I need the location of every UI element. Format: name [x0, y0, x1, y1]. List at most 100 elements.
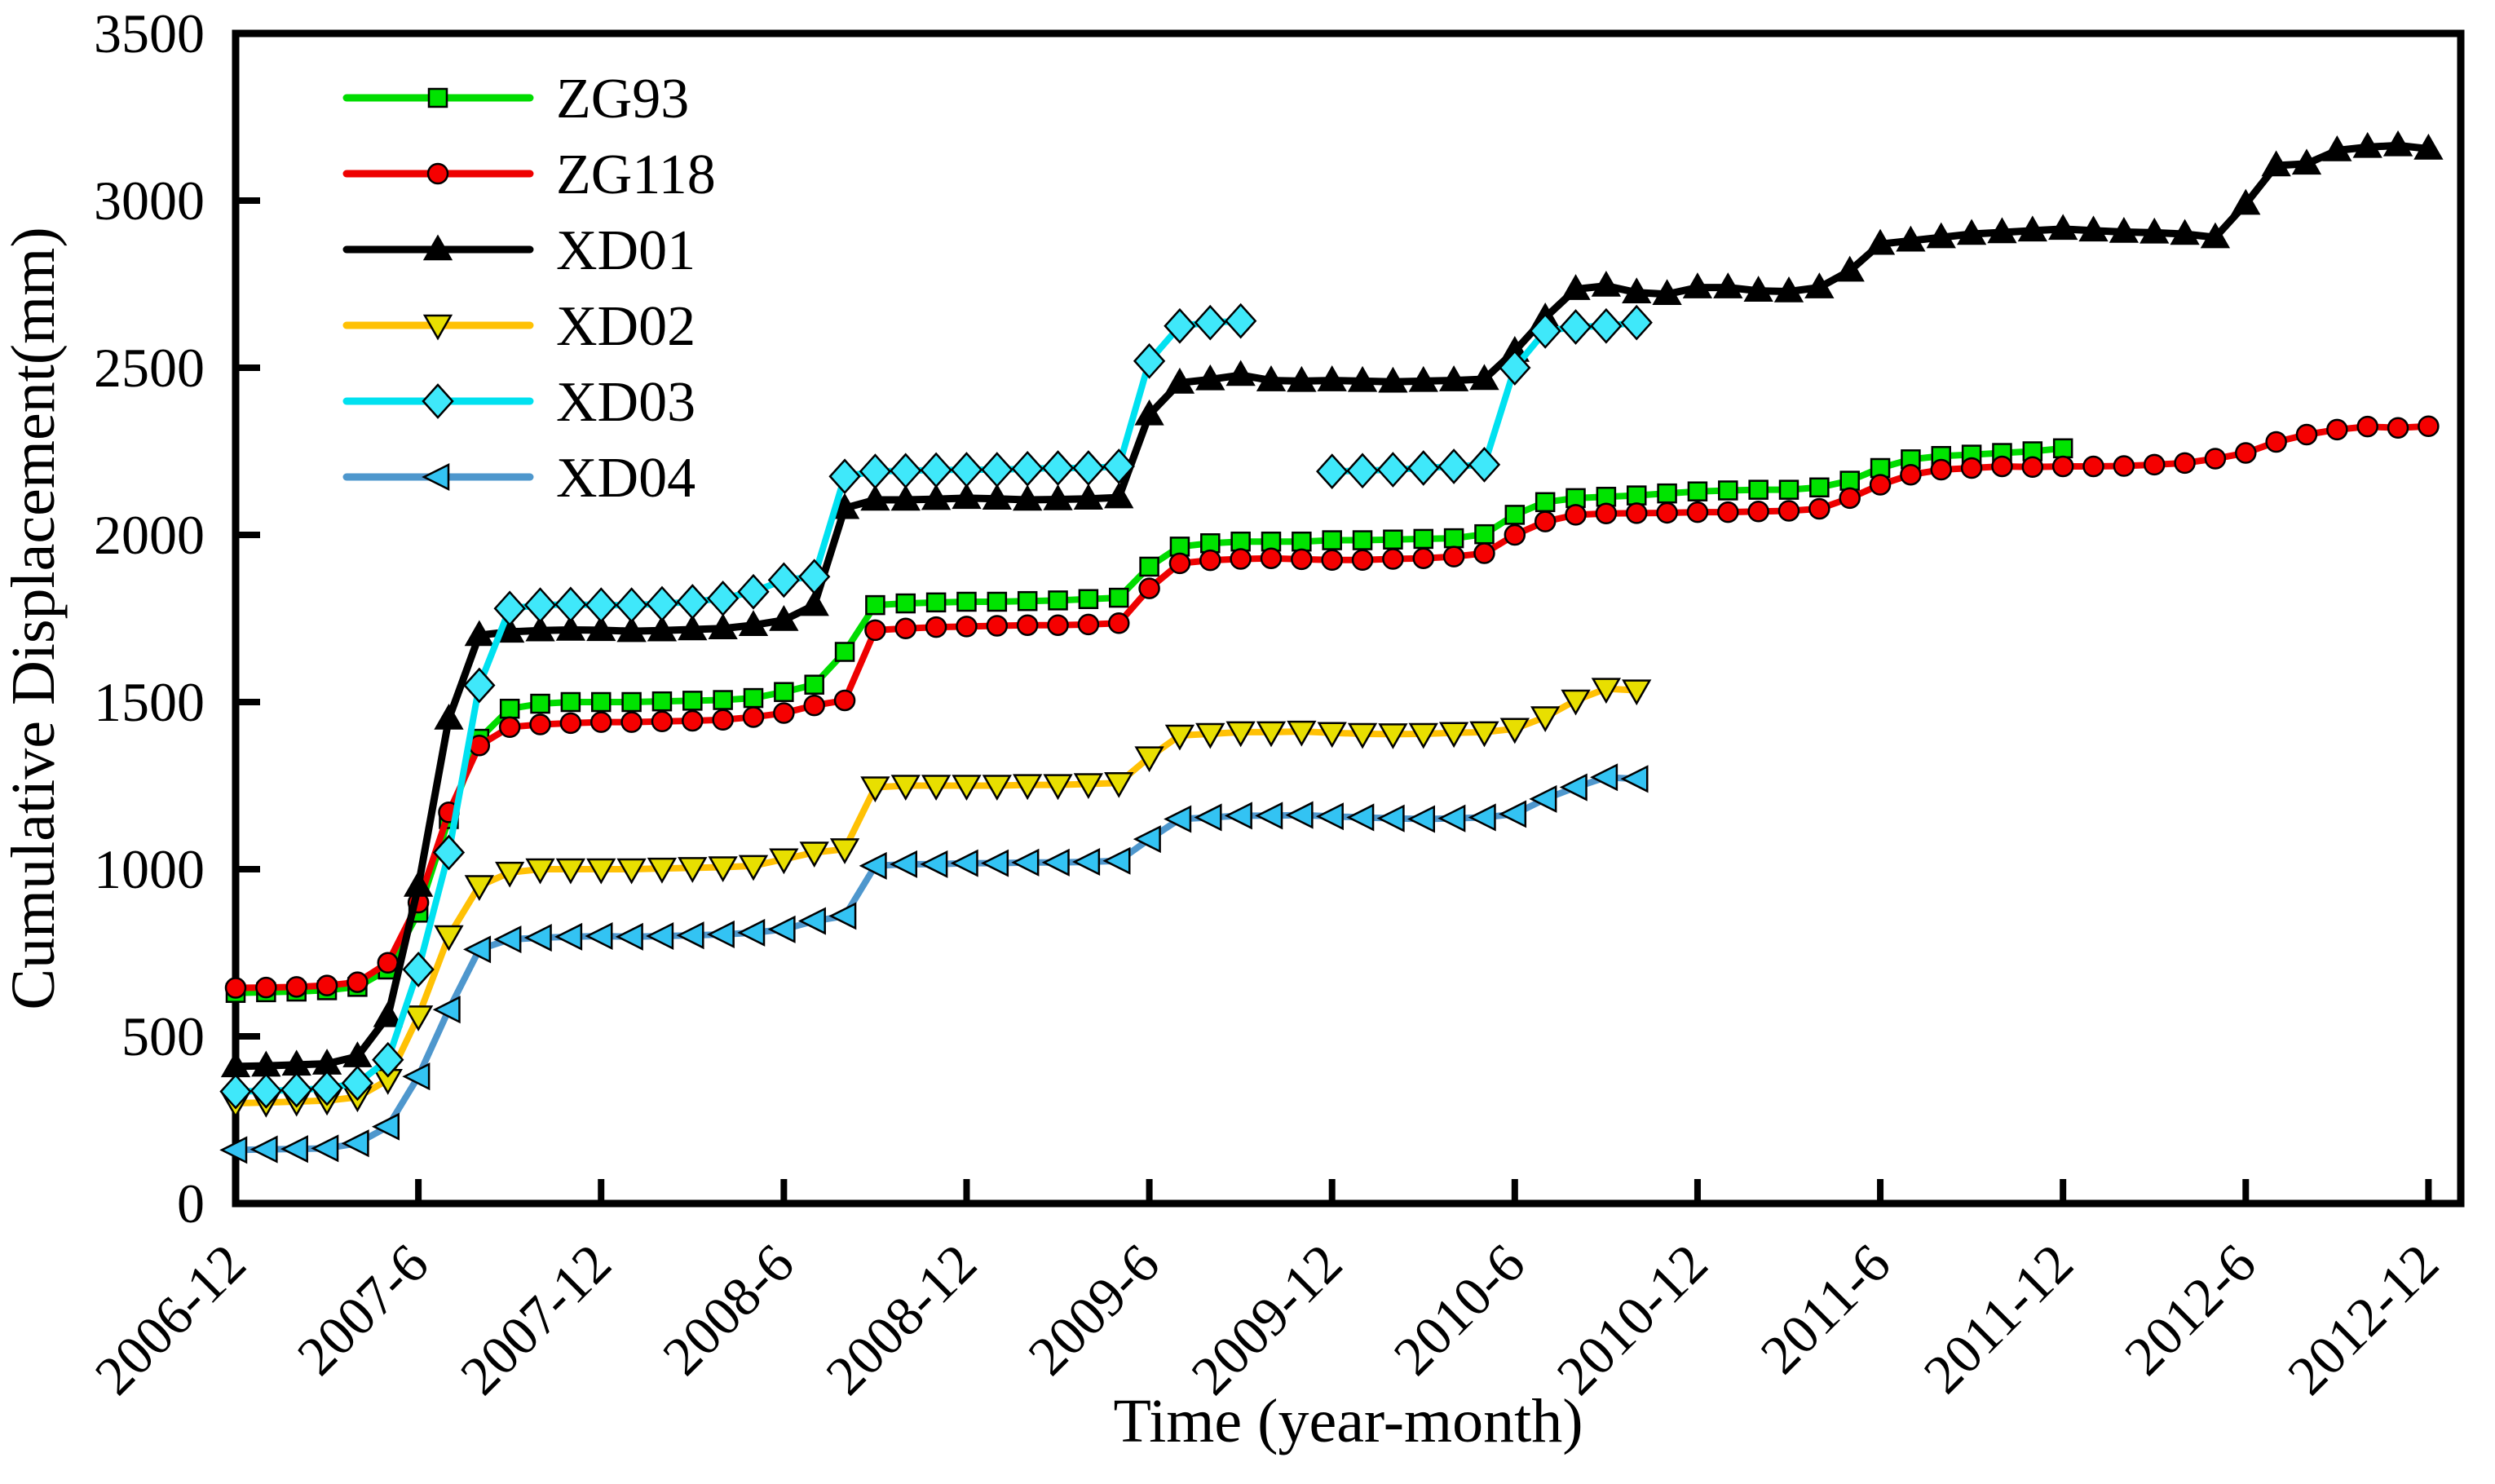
- series-marker-ZG93: [1687, 481, 1708, 501]
- series-marker-XD01: [708, 613, 738, 640]
- series-marker-XD01: [403, 870, 434, 897]
- series-marker-ZG118: [2082, 455, 2104, 478]
- series-marker-XD02: [1591, 678, 1622, 704]
- series-marker-XD01: [860, 484, 890, 511]
- legend-label-XD02: XD02: [556, 295, 696, 358]
- series-marker-ZG93: [1352, 530, 1373, 550]
- series-marker-XD04: [1590, 763, 1618, 792]
- x-axis-title: Time (year-month): [1113, 1387, 1583, 1455]
- series-marker-XD01: [2017, 215, 2047, 242]
- series-marker-XD03: [219, 1073, 252, 1110]
- series-marker-XD04: [615, 922, 643, 951]
- series-marker-ZG118: [2295, 423, 2318, 446]
- series-marker-ZG118: [316, 974, 338, 996]
- series-marker-ZG93: [804, 674, 824, 695]
- series-marker-XD03: [706, 581, 740, 616]
- series-marker-XD01: [1438, 365, 1469, 391]
- series-marker-XD03: [1437, 448, 1470, 484]
- series-marker-ZG93: [956, 591, 977, 612]
- series-marker-XD04: [676, 921, 704, 950]
- y-tick-label: 3000: [94, 170, 205, 232]
- series-marker-ZG118: [1016, 614, 1039, 636]
- series-marker-ZG118: [1442, 545, 1465, 568]
- series-marker-XD03: [1620, 304, 1653, 341]
- series-marker-XD01: [1804, 272, 1835, 298]
- series-marker-XD04: [646, 921, 674, 951]
- series-marker-ZG118: [2356, 415, 2378, 438]
- series-marker-XD02: [1043, 774, 1073, 801]
- series-marker-XD03: [1407, 450, 1440, 486]
- series-marker-ZG118: [986, 615, 1009, 637]
- series-marker-ZG118: [1869, 474, 1892, 496]
- series-marker-XD01: [1956, 219, 1987, 245]
- series-marker-XD01: [1622, 277, 1652, 303]
- series-marker-XD01: [1043, 484, 1073, 510]
- series-marker-XD02: [829, 838, 860, 864]
- series-marker-XD02: [952, 775, 982, 802]
- series-marker-XD03: [828, 458, 861, 495]
- series-marker-ZG93: [1443, 528, 1464, 549]
- legend-label-ZG93: ZG93: [556, 68, 689, 130]
- series-marker-XD02: [890, 775, 921, 802]
- series-marker-XD02: [921, 775, 952, 802]
- series-marker-XD02: [1469, 721, 1499, 748]
- series-marker-XD02: [1164, 724, 1195, 751]
- series-marker-XD02: [1256, 721, 1287, 748]
- series-marker-XD02: [647, 857, 678, 884]
- series-marker-XD01: [1591, 271, 1622, 297]
- y-tick-label: 2500: [94, 337, 205, 399]
- series-marker-XD04: [1315, 802, 1344, 831]
- series-marker-XD04: [859, 851, 887, 880]
- series-marker-XD04: [797, 907, 826, 935]
- series-marker-XD01: [434, 703, 464, 730]
- series-marker-ZG93: [987, 591, 1008, 612]
- series-marker-ZG93: [1626, 485, 1647, 506]
- series-marker-ZG93: [1322, 530, 1342, 550]
- series-marker-XD01: [1682, 272, 1713, 298]
- series-marker-ZG93: [2052, 438, 2073, 459]
- series-marker-XD04: [1468, 803, 1496, 832]
- series-marker-XD03: [1529, 313, 1561, 349]
- series-marker-ZG118: [2387, 417, 2409, 439]
- series-marker-ZG118: [1930, 458, 1953, 481]
- series-marker-XD03: [615, 587, 648, 623]
- series-marker-XD03: [646, 585, 678, 622]
- y-tick-label: 1000: [94, 838, 205, 900]
- series-marker-XD01: [2109, 217, 2140, 243]
- series-marker-XD03: [1133, 342, 1166, 379]
- series-marker-XD01: [1164, 367, 1195, 394]
- series-marker-XD01: [1073, 484, 1104, 510]
- series-marker-ZG118: [1656, 501, 1678, 524]
- series-marker-XD03: [554, 586, 587, 623]
- series-marker-ZG118: [620, 711, 643, 733]
- series-marker-XD01: [1256, 365, 1287, 391]
- series-marker-XD02: [586, 858, 616, 885]
- series-marker-XD03: [311, 1070, 343, 1106]
- series-marker-XD01: [2140, 217, 2170, 244]
- series-marker-XD04: [1164, 805, 1192, 833]
- series-marker-ZG93: [1108, 587, 1129, 608]
- series-marker-XD01: [1287, 365, 1317, 392]
- series-marker-XD03: [432, 834, 466, 871]
- series-marker-ZG118: [1777, 500, 1800, 522]
- series-marker-XD04: [1499, 800, 1527, 828]
- series-marker-ZG118: [803, 694, 825, 717]
- series-marker-ZG93: [1535, 492, 1556, 513]
- series-marker-ZG118: [2143, 453, 2166, 476]
- series-marker-XD02: [982, 775, 1012, 802]
- series-marker-XD02: [860, 776, 890, 803]
- series-marker-ZG93: [1139, 556, 1159, 577]
- series-marker-XD02: [1225, 721, 1256, 748]
- series-marker-XD04: [1102, 846, 1131, 875]
- series-marker-ZG93: [530, 693, 550, 714]
- series-marker-XD01: [2170, 219, 2200, 245]
- series-marker-XD04: [341, 1129, 369, 1158]
- series-marker-XD01: [1408, 365, 1438, 392]
- series-marker-XD01: [1896, 225, 1926, 252]
- series-marker-ZG93: [560, 691, 581, 713]
- series-marker-XD03: [250, 1072, 283, 1109]
- series-marker-ZG118: [1168, 552, 1191, 575]
- series-marker-XD04: [1194, 803, 1222, 832]
- series-marker-ZG93: [1078, 589, 1099, 609]
- series-marker-ZG93: [651, 691, 673, 712]
